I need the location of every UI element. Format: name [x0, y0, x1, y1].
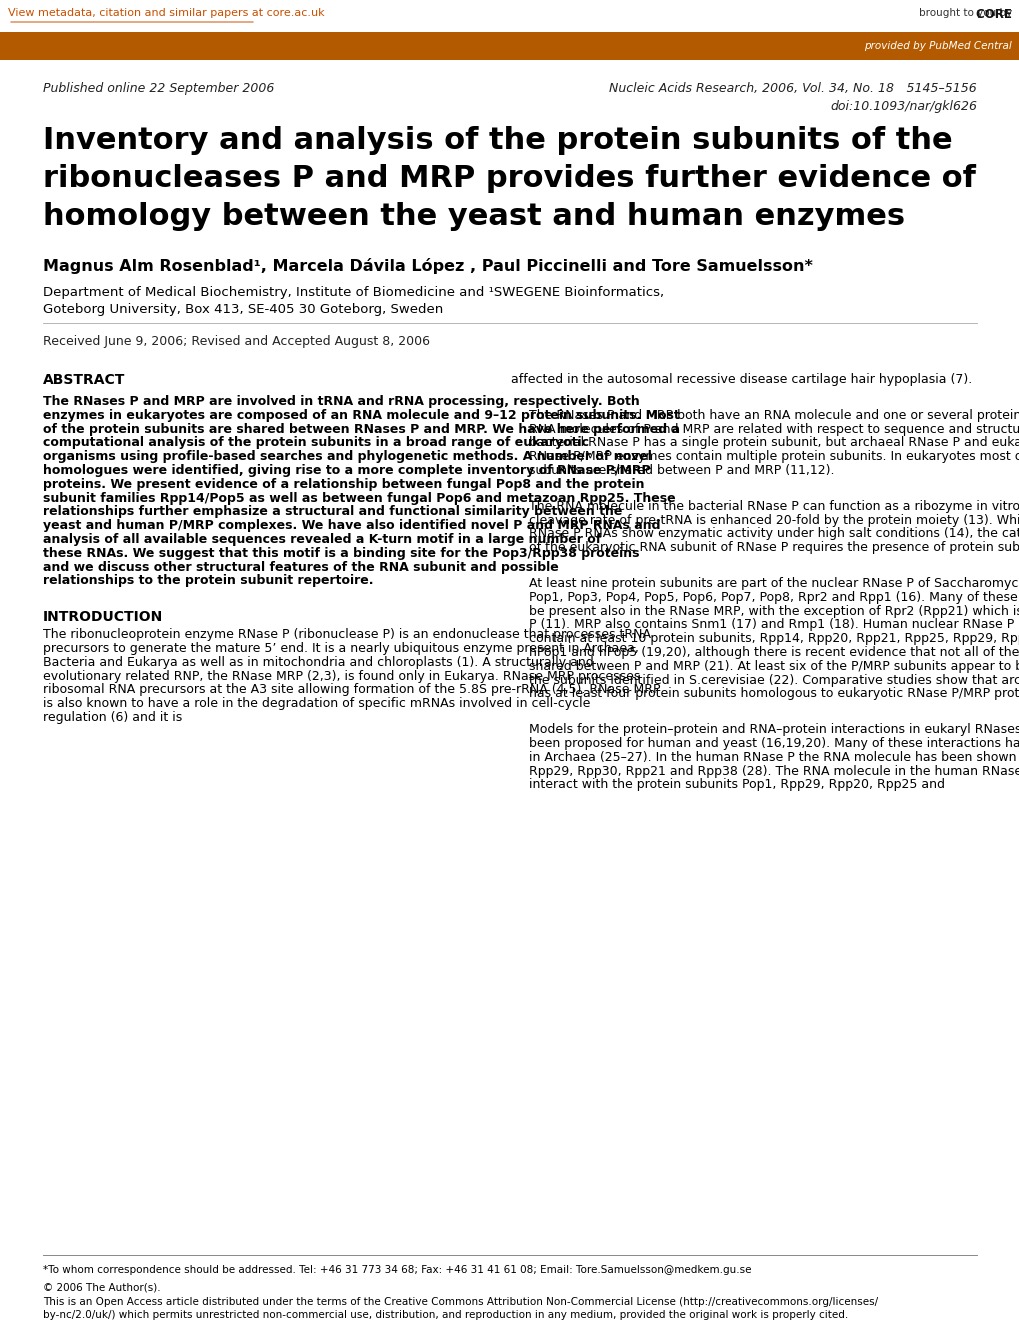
Text: *To whom correspondence should be addressed. Tel: +46 31 773 34 68; Fax: +46 31 : *To whom correspondence should be addres… [43, 1265, 751, 1275]
Text: cleavage rate of pre-tRNA is enhanced 20-fold by the protein moiety (13). While : cleavage rate of pre-tRNA is enhanced 20… [529, 513, 1019, 527]
Text: Pop1, Pop3, Pop4, Pop5, Pop6, Pop7, Pop8, Rpr2 and Rpp1 (16). Many of these subu: Pop1, Pop3, Pop4, Pop5, Pop6, Pop7, Pop8… [529, 591, 1019, 603]
Text: Nucleic Acids Research, 2006, Vol. 34, No. 18  5145–5156: Nucleic Acids Research, 2006, Vol. 34, N… [608, 82, 976, 95]
Text: homologues were identified, giving rise to a more complete inventory of RNase P/: homologues were identified, giving rise … [43, 464, 650, 478]
Text: The RNA molecule in the bacterial RNase P can function as a ribozyme in vitro, a: The RNA molecule in the bacterial RNase … [529, 500, 1019, 513]
Text: Inventory and analysis of the protein subunits of the: Inventory and analysis of the protein su… [43, 126, 952, 155]
Text: INTRODUCTION: INTRODUCTION [43, 610, 163, 624]
Text: been proposed for human and yeast (16,19,20). Many of these interactions have al: been proposed for human and yeast (16,19… [529, 737, 1019, 750]
Text: brought to you by: brought to you by [918, 8, 1011, 19]
Text: CORE: CORE [745, 8, 1011, 21]
Text: RNase P/MRP enzymes contain multiple protein subunits. In eukaryotes most of the: RNase P/MRP enzymes contain multiple pro… [529, 450, 1019, 463]
Text: evolutionary related RNP, the RNase MRP (2,3), is found only in Eukarya. RNase M: evolutionary related RNP, the RNase MRP … [43, 669, 640, 683]
Text: Rpp29, Rpp30, Rpp21 and Rpp38 (28). The RNA molecule in the human RNase MRP has : Rpp29, Rpp30, Rpp21 and Rpp38 (28). The … [529, 765, 1019, 778]
Text: organisms using profile-based searches and phylogenetic methods. A number of nov: organisms using profile-based searches a… [43, 450, 651, 463]
Text: of the protein subunits are shared between RNases P and MRP. We have here perfor: of the protein subunits are shared betwe… [43, 422, 680, 435]
Text: interact with the protein subunits Pop1, Rpp29, Rpp20, Rpp25 and: interact with the protein subunits Pop1,… [529, 778, 944, 791]
Text: the subunits identified in S.cerevisiae (22). Comparative studies show that arch: the subunits identified in S.cerevisiae … [529, 673, 1019, 687]
Text: Published online 22 September 2006: Published online 22 September 2006 [43, 82, 274, 95]
Text: Magnus Alm Rosenblad¹, Marcela Dávila López , Paul Piccinelli and Tore Samuelsso: Magnus Alm Rosenblad¹, Marcela Dávila Ló… [43, 258, 812, 274]
Text: RNA molecules of P and MRP are related with respect to sequence and structure (9: RNA molecules of P and MRP are related w… [529, 422, 1019, 435]
Text: yeast and human P/MRP complexes. We have also identified novel P and MRP RNAs an: yeast and human P/MRP complexes. We have… [43, 519, 660, 532]
Text: analysis of all available sequences revealed a K-turn motif in a large number of: analysis of all available sequences reve… [43, 533, 600, 546]
Text: hPop1 and hPop5 (19,20), although there is recent evidence that not all of these: hPop1 and hPop5 (19,20), although there … [529, 646, 1019, 659]
Text: © 2006 The Author(s).: © 2006 The Author(s). [43, 1283, 160, 1293]
Text: Received June 9, 2006; Revised and Accepted August 8, 2006: Received June 9, 2006; Revised and Accep… [43, 335, 430, 348]
Text: homology between the yeast and human enzymes: homology between the yeast and human enz… [43, 202, 904, 232]
Text: Bacteria and Eukarya as well as in mitochondria and chloroplasts (1). A structur: Bacteria and Eukarya as well as in mitoc… [43, 656, 593, 669]
Text: has at least four protein subunits homologous to eukaryotic RNase P/MRP proteins: has at least four protein subunits homol… [529, 688, 1019, 700]
Text: shared between P and MRP (21). At least six of the P/MRP subunits appear to be h: shared between P and MRP (21). At least … [529, 660, 1019, 673]
Text: be present also in the RNase MRP, with the exception of Rpr2 (Rpp21) which is un: be present also in the RNase MRP, with t… [529, 605, 1019, 618]
Text: subunit families Rpp14/Pop5 as well as between fungal Pop6 and metazoan Rpp25. T: subunit families Rpp14/Pop5 as well as b… [43, 492, 675, 504]
Text: computational analysis of the protein subunits in a broad range of eukaryotic: computational analysis of the protein su… [43, 437, 588, 450]
Text: these RNAs. We suggest that this motif is a binding site for the Pop3/Rpp38 prot: these RNAs. We suggest that this motif i… [43, 546, 639, 560]
Text: bacterial RNase P has a single protein subunit, but archaeal RNase P and eukaryo: bacterial RNase P has a single protein s… [529, 437, 1019, 450]
Text: doi:10.1093/nar/gkl626: doi:10.1093/nar/gkl626 [829, 101, 976, 112]
Text: provided by PubMed Central: provided by PubMed Central [863, 41, 1011, 52]
Text: of the eukaryotic RNA subunit of RNase P requires the presence of protein subuni: of the eukaryotic RNA subunit of RNase P… [529, 541, 1019, 554]
Text: Department of Medical Biochemistry, Institute of Biomedicine and ¹SWEGENE Bioinf: Department of Medical Biochemistry, Inst… [43, 286, 663, 299]
Text: relationships to the protein subunit repertoire.: relationships to the protein subunit rep… [43, 574, 373, 587]
Text: contain at least 10 protein subunits, Rpp14, Rpp20, Rpp21, Rpp25, Rpp29, Rpp30, : contain at least 10 protein subunits, Rp… [529, 632, 1019, 646]
Text: and we discuss other structural features of the RNA subunit and possible: and we discuss other structural features… [43, 561, 558, 574]
Text: relationships further emphasize a structural and functional similarity between t: relationships further emphasize a struct… [43, 505, 622, 519]
Text: ribosomal RNA precursors at the A3 site allowing formation of the 5.8S pre-rRNA : ribosomal RNA precursors at the A3 site … [43, 684, 660, 696]
Text: affected in the autosomal recessive disease cartilage hair hypoplasia (7).: affected in the autosomal recessive dise… [511, 373, 971, 386]
Text: enzymes in eukaryotes are composed of an RNA molecule and 9–12 protein subunits.: enzymes in eukaryotes are composed of an… [43, 409, 679, 422]
Text: The ribonucleoprotein enzyme RNase P (ribonuclease P) is an endonuclease that pr: The ribonucleoprotein enzyme RNase P (ri… [43, 628, 650, 642]
Text: Models for the protein–protein and RNA–protein interactions in eukaryl RNases P : Models for the protein–protein and RNA–p… [529, 724, 1019, 736]
Text: P (11). MRP also contains Snm1 (17) and Rmp1 (18). Human nuclear RNase P and MRP: P (11). MRP also contains Snm1 (17) and … [529, 618, 1019, 631]
Text: This is an Open Access article distributed under the terms of the Creative Commo: This is an Open Access article distribut… [43, 1297, 877, 1307]
Text: Goteborg University, Box 413, SE-405 30 Goteborg, Sweden: Goteborg University, Box 413, SE-405 30 … [43, 303, 443, 316]
Text: The RNases P and MRP are involved in tRNA and rRNA processing, respectively. Bot: The RNases P and MRP are involved in tRN… [43, 396, 639, 407]
Text: is also known to have a role in the degradation of specific mRNAs involved in ce: is also known to have a role in the degr… [43, 697, 590, 710]
Text: At least nine protein subunits are part of the nuclear RNase P of Saccharomyces : At least nine protein subunits are part … [529, 577, 1019, 590]
Text: View metadata, citation and similar papers at core.ac.uk: View metadata, citation and similar pape… [8, 8, 324, 19]
Text: The RNases P and MRP both have an RNA molecule and one or several protein subuni: The RNases P and MRP both have an RNA mo… [529, 409, 1019, 422]
Bar [0, 32, 1019, 60]
Text: ribonucleases P and MRP provides further evidence of: ribonucleases P and MRP provides further… [43, 164, 975, 193]
Text: ABSTRACT: ABSTRACT [43, 373, 125, 388]
Text: by-nc/2.0/uk/) which permits unrestricted non-commercial use, distribution, and : by-nc/2.0/uk/) which permits unrestricte… [43, 1310, 848, 1320]
Text: precursors to generate the mature 5’ end. It is a nearly ubiquitous enzyme prese: precursors to generate the mature 5’ end… [43, 642, 638, 655]
Text: proteins. We present evidence of a relationship between fungal Pop8 and the prot: proteins. We present evidence of a relat… [43, 478, 644, 491]
Text: regulation (6) and it is: regulation (6) and it is [43, 710, 182, 724]
Text: subunits are shared between P and MRP (11,12).: subunits are shared between P and MRP (1… [529, 464, 834, 478]
Text: in Archaea (25–27). In the human RNase P the RNA molecule has been shown to inte: in Archaea (25–27). In the human RNase P… [529, 750, 1019, 763]
Text: RNase P RNAs show enzymatic activity under high salt conditions (14), the cataly: RNase P RNAs show enzymatic activity und… [529, 528, 1019, 540]
